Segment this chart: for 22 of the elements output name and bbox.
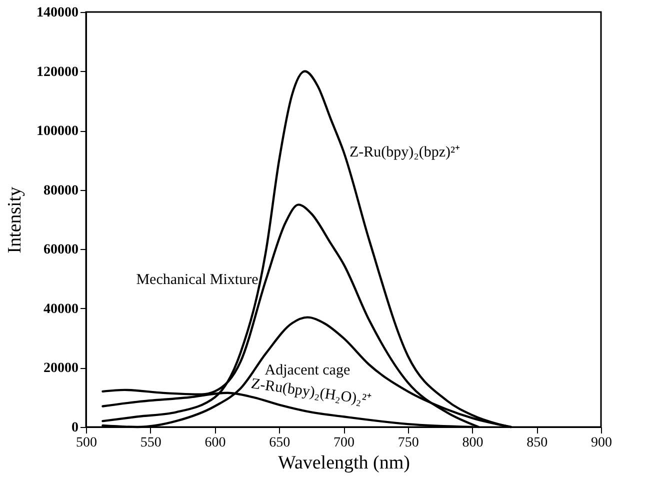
series-label: Mechanical Mixture bbox=[136, 272, 259, 288]
y-tick-label: 80000 bbox=[44, 183, 78, 198]
x-tick-label: 900 bbox=[591, 436, 612, 450]
y-tick-label: 0 bbox=[72, 420, 78, 436]
series-label: Z-Ru(bpy)₂(bpz)²⁺ bbox=[350, 144, 460, 160]
x-tick-label: 850 bbox=[526, 436, 548, 450]
y-tick-label: 140000 bbox=[36, 6, 78, 20]
x-tick-label: 550 bbox=[140, 436, 162, 450]
x-tick-label: 700 bbox=[334, 436, 354, 450]
x-tick-label: 650 bbox=[269, 436, 290, 450]
y-tick-label: 40000 bbox=[44, 302, 78, 317]
y-tick-label: 100000 bbox=[36, 124, 78, 140]
x-tick-label: 500 bbox=[76, 436, 97, 450]
x-axis-title: Wavelength (nm) bbox=[278, 452, 410, 474]
y-axis-title: Intensity bbox=[4, 186, 26, 254]
x-tick-label: 750 bbox=[398, 436, 419, 450]
y-tick-label: 120000 bbox=[36, 64, 78, 80]
x-tick-label: 800 bbox=[462, 436, 484, 450]
series-label: Adjacent cage bbox=[264, 362, 350, 378]
x-tick-label: 600 bbox=[204, 436, 226, 450]
y-tick-label: 60000 bbox=[44, 242, 78, 258]
y-tick-label: 20000 bbox=[44, 361, 78, 376]
